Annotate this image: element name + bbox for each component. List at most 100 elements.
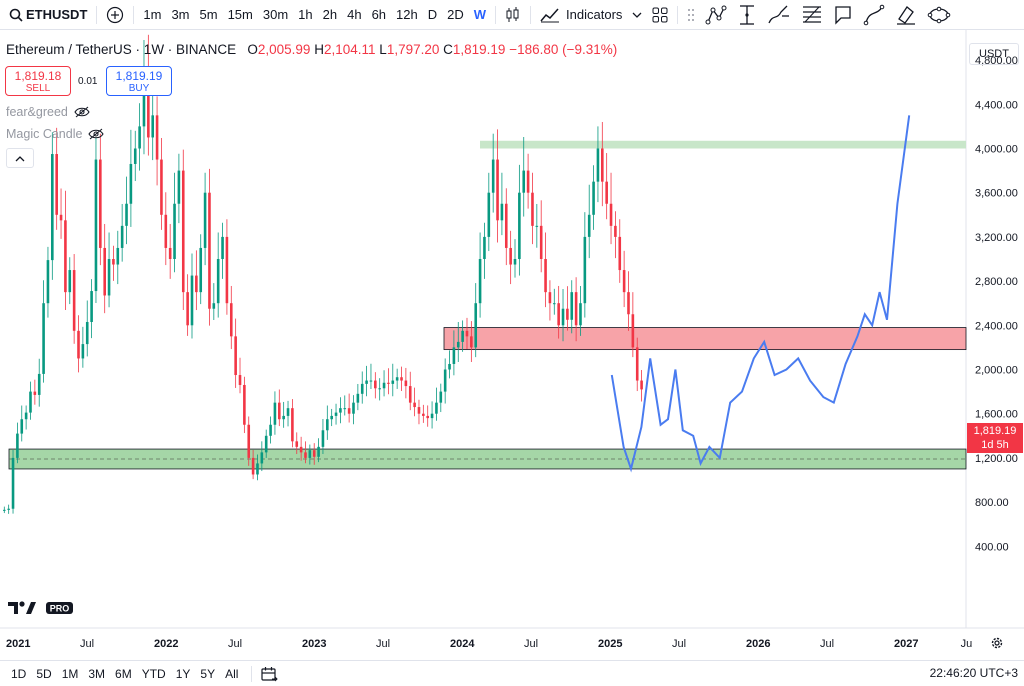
candle-body (592, 181, 595, 215)
projection-line (610, 115, 911, 473)
price-chart[interactable]: 4,800.004,400.004,000.003,600.003,200.00… (0, 30, 1024, 660)
range-button-6m[interactable]: 6M (115, 666, 132, 681)
eye-off-icon[interactable] (88, 128, 105, 140)
gear-icon[interactable] (990, 636, 1004, 650)
currency-button[interactable]: USDT (969, 43, 1019, 65)
drawing-tool-path[interactable] (700, 2, 732, 28)
collapse-legend-button[interactable] (6, 148, 34, 168)
range-button-5d[interactable]: 5D (36, 666, 52, 681)
time-tick-label: 2026 (746, 638, 770, 650)
candle-body (286, 408, 290, 416)
candle-body (277, 402, 281, 420)
candle-body (426, 415, 430, 419)
indicators-button[interactable]: Indicators (535, 2, 627, 28)
candle-body (269, 424, 272, 436)
buy-button[interactable]: 1,819.19 BUY (106, 66, 172, 96)
eye-off-icon[interactable] (74, 106, 90, 118)
interval-button-d[interactable]: D (427, 7, 438, 22)
candle-body (544, 259, 547, 293)
candle-body (439, 391, 443, 403)
interval-button-w[interactable]: W (473, 7, 487, 22)
symbol-search-button[interactable]: ETHUSDT (4, 2, 92, 28)
grid-icon (652, 7, 668, 22)
candle-body (330, 415, 333, 420)
candle-body (116, 247, 120, 265)
utc-clock[interactable]: 22:46:20 UTC+3 (929, 666, 1018, 680)
ellipse-shape-icon (928, 6, 951, 23)
drawing-tool-curve[interactable] (858, 2, 890, 28)
range-button-3m[interactable]: 3M (88, 666, 106, 681)
interval-button-3m[interactable]: 3m (171, 7, 190, 22)
interval-button-12h[interactable]: 12h (396, 7, 418, 22)
drag-handle[interactable] (682, 2, 700, 28)
candle-body (85, 321, 89, 345)
interval-button-30m[interactable]: 30m (262, 7, 289, 22)
drawing-tool-measure[interactable] (732, 2, 762, 28)
time-tick-label: Jul (672, 638, 686, 650)
price-tick-label: 4,400.00 (975, 99, 1018, 111)
range-button-1d[interactable]: 1D (11, 666, 27, 681)
bar-countdown: 1d 5h (981, 439, 1009, 451)
top-toolbar: ETHUSDT 1m 3m 5m 15m 30m 1h 2h 4h 6h 12h D 2D W Indi… (0, 0, 1024, 30)
interval-button-4h[interactable]: 4h (347, 7, 362, 22)
candle-body (496, 159, 499, 221)
chart-type-button[interactable] (500, 2, 526, 28)
drawing-tool-brush[interactable] (762, 2, 796, 28)
drawing-tool-note[interactable] (828, 2, 858, 28)
chevron-up-icon (15, 155, 25, 161)
legend-open-value: 2,005.99 (257, 42, 311, 57)
candle-body (203, 192, 207, 248)
compare-symbol-button[interactable] (101, 2, 129, 28)
candle-body (352, 402, 355, 414)
indicator-row-magic-candle[interactable]: Magic Candle (6, 127, 105, 141)
node-path-icon (705, 5, 727, 24)
candle-body (304, 452, 307, 458)
indicators-dropdown-button[interactable] (627, 2, 647, 28)
interval-button-5m[interactable]: 5m (199, 7, 218, 22)
curve-icon (864, 4, 885, 25)
time-tick-label: 2024 (450, 638, 475, 650)
candle-body (627, 292, 630, 315)
candle-body (33, 391, 37, 395)
candle-body (448, 363, 451, 370)
candle-body (456, 341, 460, 348)
interval-button-2h[interactable]: 2h (322, 7, 338, 22)
candle-body (181, 170, 185, 293)
range-button-5y[interactable]: 5Y (200, 666, 216, 681)
interval-button-6h[interactable]: 6h (371, 7, 387, 22)
candle-body (509, 247, 512, 265)
candle-body (635, 347, 639, 381)
price-tick-label: 2,000.00 (975, 365, 1018, 377)
candle-body (107, 259, 111, 296)
candle-body (579, 303, 582, 326)
range-button-1y[interactable]: 1Y (175, 666, 191, 681)
indicator-row-fear-greed[interactable]: fear&greed (6, 105, 90, 119)
interval-button-2d[interactable]: 2D (447, 7, 464, 22)
drawing-tool-fib[interactable] (796, 2, 828, 28)
candle-body (474, 303, 478, 348)
sell-button[interactable]: 1,819.18 SELL (5, 66, 71, 96)
zone-rect-1 (443, 327, 967, 351)
range-button-all[interactable]: All (225, 666, 239, 681)
interval-button-1h[interactable]: 1h (298, 7, 313, 22)
legend-high-value: 2,104.11 (323, 42, 376, 57)
candle-body (29, 391, 32, 413)
candle-body (247, 424, 251, 458)
layouts-button[interactable] (647, 2, 673, 28)
drawing-tool-eraser[interactable] (890, 2, 922, 28)
candle-body (3, 509, 6, 511)
go-to-date-button[interactable] (260, 665, 279, 683)
candle-body (614, 225, 617, 237)
candle-body (326, 419, 329, 431)
drawing-tool-shape[interactable] (922, 2, 956, 28)
range-button-1m[interactable]: 1M (61, 666, 79, 681)
legend-title: Ethereum / TetherUS · 1W · BINANCE (6, 42, 237, 57)
interval-button-15m[interactable]: 15m (227, 7, 253, 22)
candle-body (430, 413, 434, 419)
candle-body (574, 292, 578, 326)
candle-body (221, 236, 224, 259)
range-button-ytd[interactable]: YTD (141, 666, 166, 681)
candle-body (596, 148, 600, 182)
interval-button-1m[interactable]: 1m (143, 7, 162, 22)
time-tick-label: 2025 (598, 638, 622, 650)
